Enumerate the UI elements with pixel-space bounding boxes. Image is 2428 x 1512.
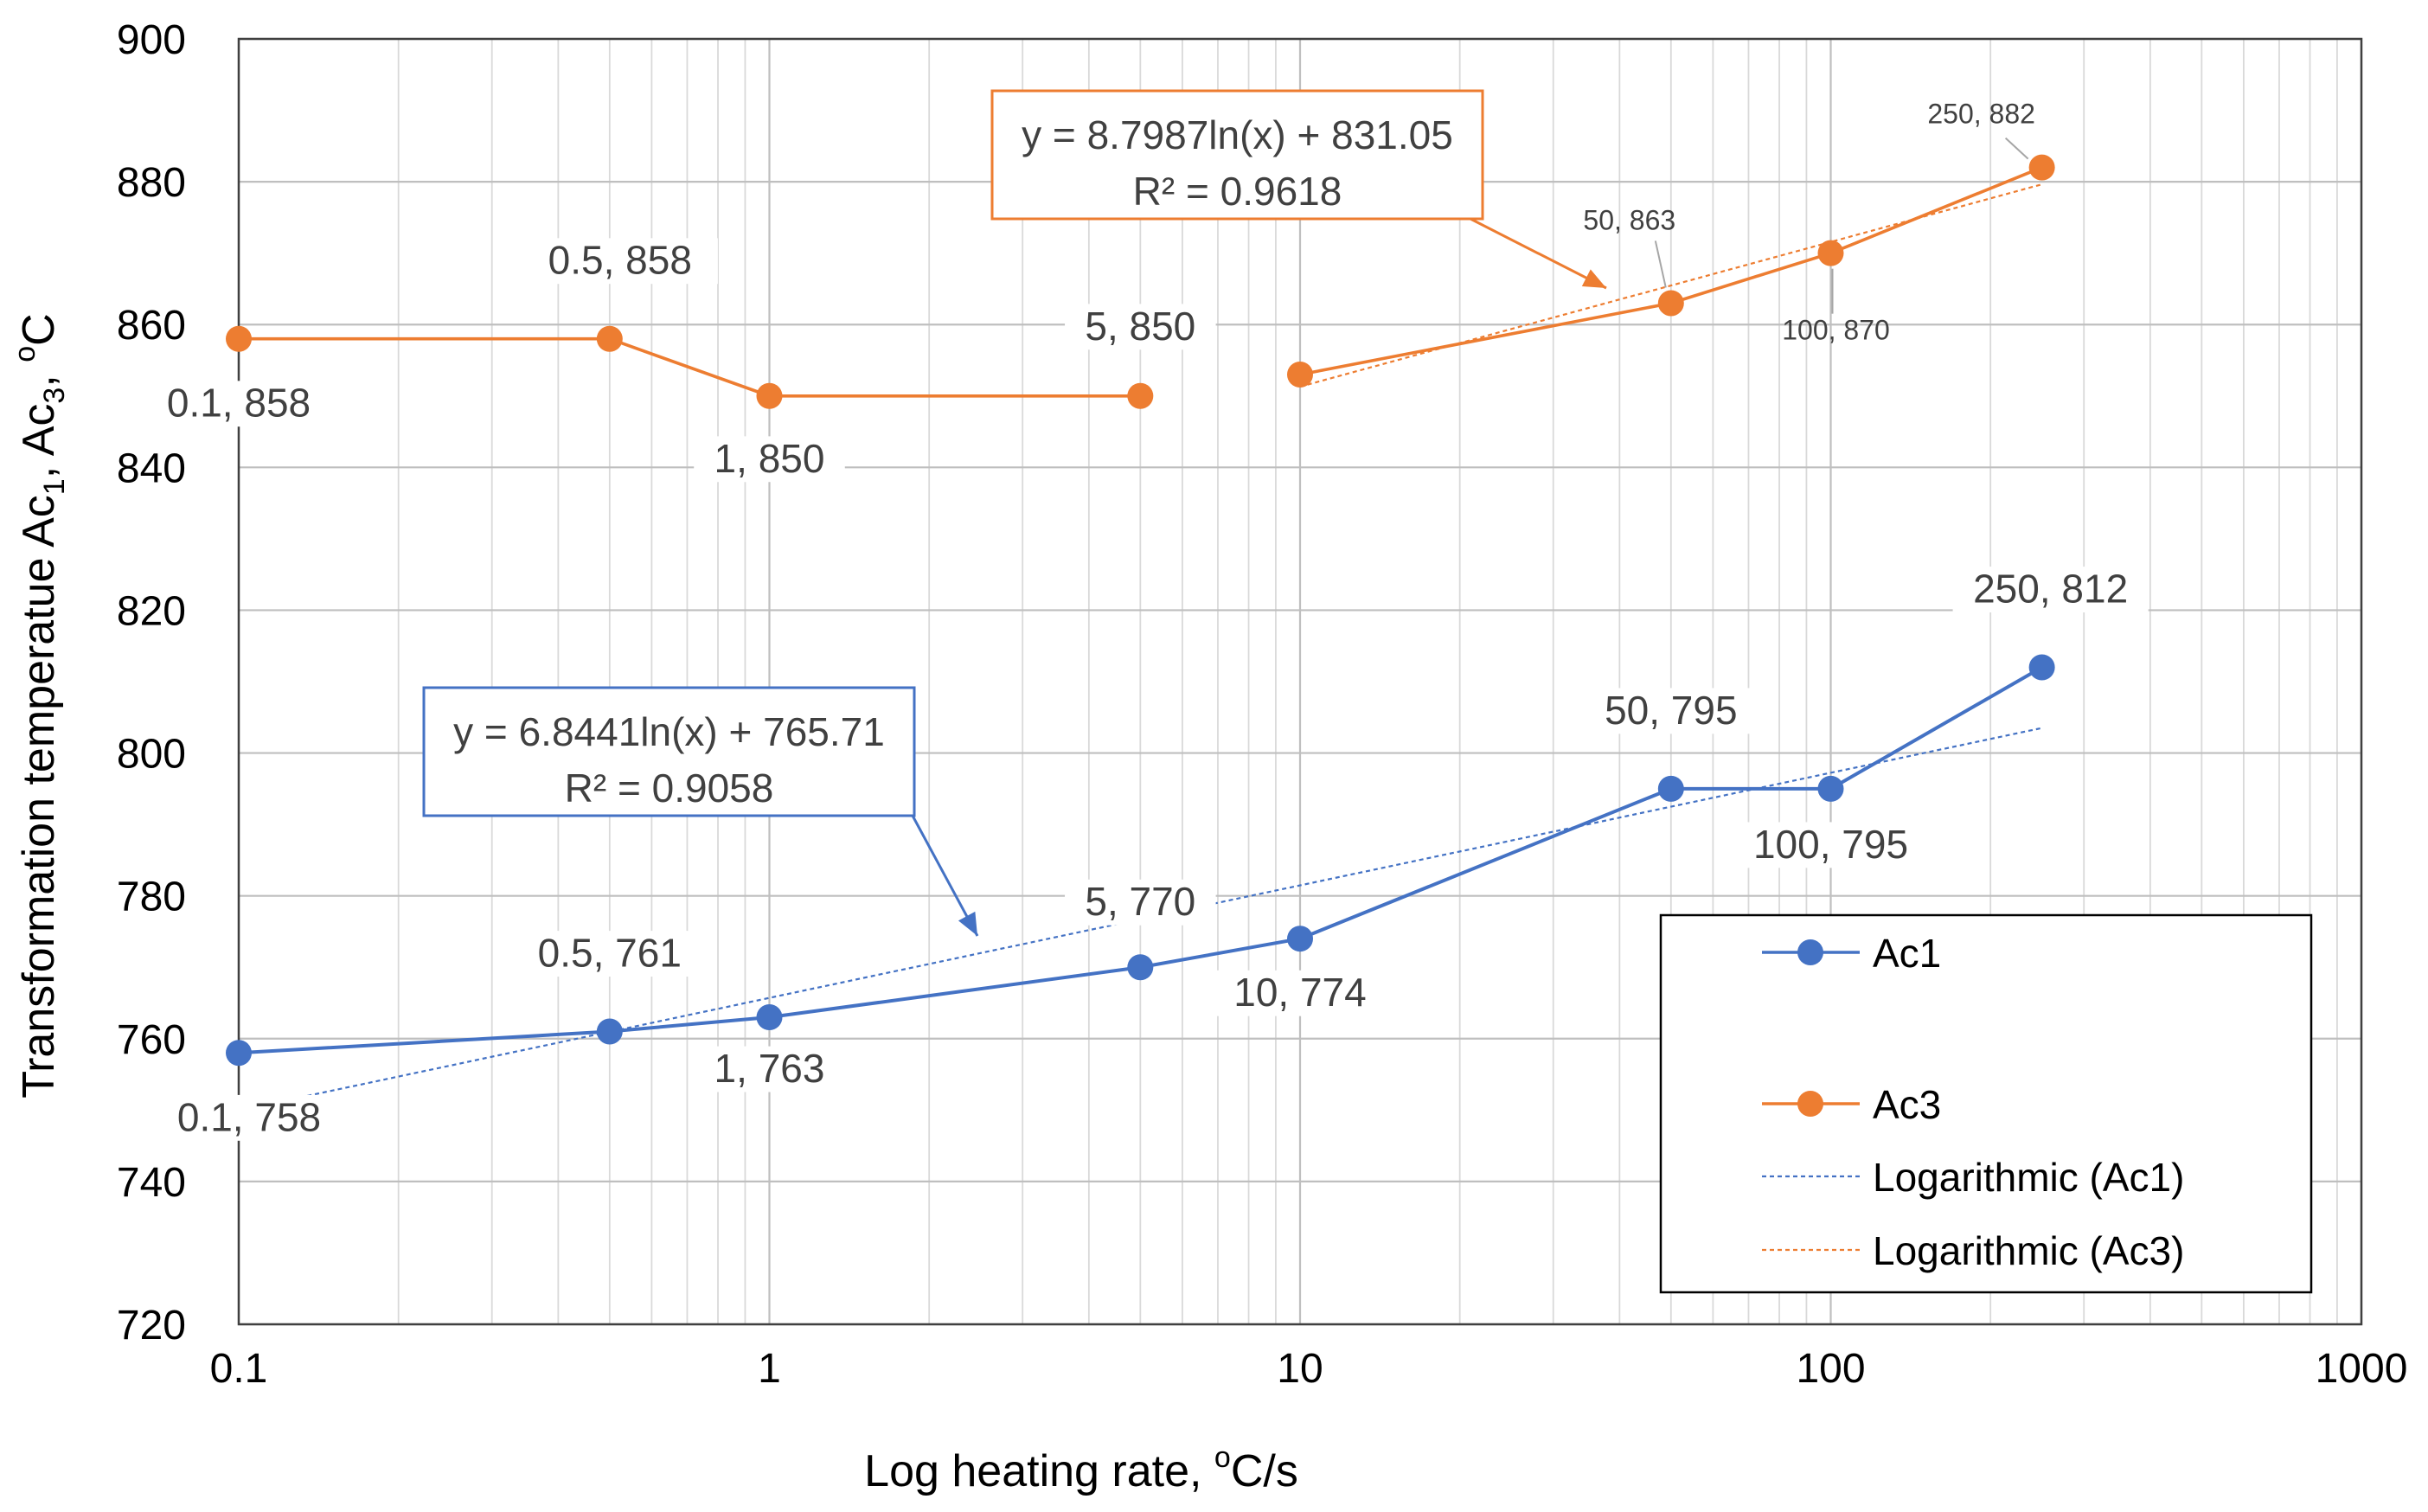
y-tick-label: 840 bbox=[117, 445, 186, 491]
ac1-point bbox=[756, 1004, 783, 1031]
ac1-point bbox=[2028, 654, 2055, 681]
legend-entry-ac1-label: Ac1 bbox=[1873, 931, 1941, 976]
data-label: 1, 763 bbox=[714, 1046, 825, 1091]
data-label-bg bbox=[1733, 822, 1929, 868]
data-label-bg bbox=[140, 381, 337, 427]
y-tick-label: 880 bbox=[117, 160, 186, 206]
series-lines bbox=[238, 165, 2043, 1055]
ac1-point bbox=[1287, 926, 1313, 952]
y-axis-title: Transformation temperatue Ac1, Ac3, oC bbox=[9, 313, 71, 1098]
x-tick-label: 10 bbox=[1277, 1346, 1323, 1392]
ac1-equation-box bbox=[422, 686, 916, 817]
ac1-arrow-line bbox=[911, 815, 979, 937]
ac3-point bbox=[1287, 362, 1313, 388]
data-label-bg bbox=[694, 1046, 845, 1092]
y-tick-label: 720 bbox=[117, 1303, 186, 1349]
ac3-point bbox=[226, 325, 252, 352]
legend-entry-ac3-label: Ac3 bbox=[1873, 1082, 1941, 1127]
ac1-point bbox=[1127, 954, 1154, 981]
ac1-equation: y = 6.8441ln(x) + 765.71 bbox=[453, 709, 885, 754]
ac3-line bbox=[1299, 165, 2043, 376]
trendline-callouts: y = 8.7987ln(x) + 831.05 R² = 0.9618 y = 6… bbox=[422, 89, 1607, 937]
data-label-bg bbox=[694, 436, 845, 483]
ac3-point bbox=[596, 325, 623, 352]
ac3-point bbox=[2028, 154, 2055, 181]
ac3-point bbox=[1127, 382, 1154, 409]
x-tick-label: 100 bbox=[1796, 1346, 1865, 1392]
data-label: 1, 850 bbox=[714, 436, 825, 481]
data-label: 100, 795 bbox=[1753, 822, 1908, 867]
y-tick-label: 820 bbox=[117, 588, 186, 634]
x-axis-title: Log heating rate, oC/s bbox=[864, 1441, 1298, 1496]
ac1-arrow-head bbox=[958, 911, 977, 936]
legend-entry-log-ac1-label: Logarithmic (Ac1) bbox=[1873, 1155, 2184, 1200]
data-label-bg bbox=[1213, 970, 1387, 1016]
y-tick-label: 760 bbox=[117, 1017, 186, 1063]
x-axis-tick-labels: 0.1 1 10 100 1000 bbox=[210, 1346, 2408, 1392]
data-label-bg bbox=[522, 238, 718, 285]
ac3-r-squared: R² = 0.9618 bbox=[1133, 169, 1342, 214]
ac3-point bbox=[1657, 290, 1684, 317]
data-label-bg bbox=[151, 1094, 348, 1141]
ac3-equation-box bbox=[990, 89, 1484, 221]
legend-entry-ac1-marker bbox=[1797, 939, 1823, 965]
label-leader bbox=[2004, 137, 2029, 160]
data-label: 250, 812 bbox=[1973, 566, 2128, 611]
x-tick-label: 1000 bbox=[2316, 1346, 2408, 1392]
data-label: 50, 863 bbox=[1583, 204, 1675, 235]
data-label: 0.5, 858 bbox=[548, 238, 692, 283]
ac1-line bbox=[238, 665, 2043, 1055]
ac1-point bbox=[1657, 775, 1684, 802]
y-tick-label: 900 bbox=[117, 17, 186, 63]
x-tick-label: 0.1 bbox=[210, 1346, 268, 1392]
ac1-r-squared: R² = 0.9058 bbox=[565, 766, 774, 810]
ac3-point bbox=[756, 382, 783, 409]
series-points bbox=[226, 154, 2055, 1067]
data-label-bg bbox=[1584, 688, 1758, 734]
x-tick-label: 1 bbox=[758, 1346, 781, 1392]
data-label: 5, 850 bbox=[1085, 304, 1195, 349]
data-label: 10, 774 bbox=[1233, 970, 1366, 1015]
legend-entry-log-ac3-label: Logarithmic (Ac3) bbox=[1873, 1228, 2184, 1273]
legend-entry-ac3-marker bbox=[1797, 1091, 1823, 1117]
y-tick-label: 740 bbox=[117, 1160, 186, 1206]
ac1-point bbox=[226, 1040, 252, 1067]
data-label-bg bbox=[1065, 879, 1216, 926]
data-label: 5, 770 bbox=[1085, 879, 1195, 924]
data-label: 100, 870 bbox=[1782, 315, 1890, 346]
legend: Ac1 Ac3 Logarithmic (Ac1) Logarithmic (Ac3) bbox=[1659, 913, 2313, 1294]
ac3-equation: y = 8.7987ln(x) + 831.05 bbox=[1022, 112, 1453, 157]
ac3-arrow-head bbox=[1581, 269, 1606, 288]
ac3-point bbox=[1817, 240, 1844, 266]
y-tick-label: 800 bbox=[117, 732, 186, 778]
ac1-point bbox=[596, 1018, 623, 1045]
data-labels: 0.1, 758 0.5, 761 1, 763 5, 770 10, 774 50, 7… bbox=[140, 99, 2149, 1141]
ac3-line bbox=[239, 336, 1141, 398]
ac1-point bbox=[1817, 775, 1844, 802]
ac3-arrow-line bbox=[1470, 217, 1607, 290]
label-leader bbox=[1654, 240, 1667, 288]
data-label-bg bbox=[1065, 304, 1216, 350]
data-label-bg bbox=[1952, 567, 2149, 612]
data-label: 0.5, 761 bbox=[538, 931, 682, 976]
data-label: 0.1, 758 bbox=[177, 1094, 321, 1139]
data-label: 50, 795 bbox=[1605, 688, 1737, 733]
plot-area-frame bbox=[237, 37, 2363, 1326]
y-axis-tick-labels: 720 740 760 780 800 820 840 860 880 900 bbox=[117, 17, 186, 1349]
y-tick-label: 780 bbox=[117, 875, 186, 920]
data-label: 0.1, 858 bbox=[167, 381, 311, 426]
data-label: 250, 882 bbox=[1927, 99, 2035, 130]
data-label-bg bbox=[511, 931, 708, 977]
y-tick-label: 860 bbox=[117, 303, 186, 349]
